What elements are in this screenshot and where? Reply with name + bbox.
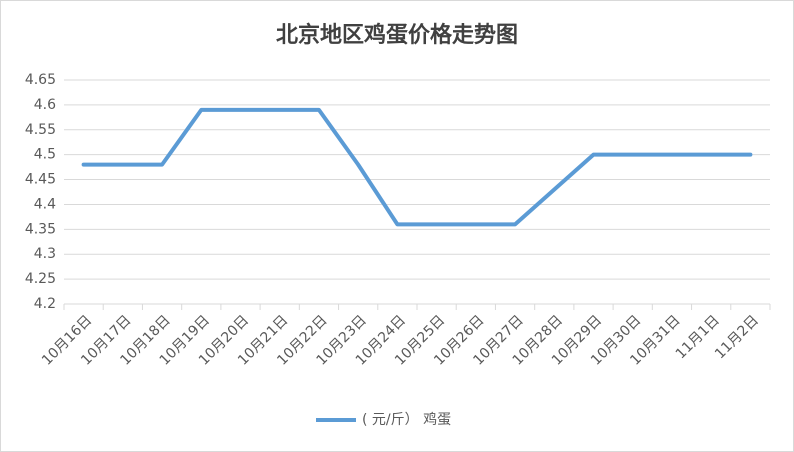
y-tick-label: 4.35 [25, 221, 56, 237]
y-tick-label: 4.65 [25, 72, 56, 88]
y-tick-label: 4.25 [25, 271, 56, 287]
y-tick-label: 4.55 [25, 122, 56, 138]
line-series [81, 107, 753, 227]
y-tick-label: 4.2 [34, 296, 56, 312]
y-tick-label: 4.45 [25, 172, 56, 188]
y-tick-label: 4.3 [34, 246, 56, 262]
chart-title: 北京地区鸡蛋价格走势图 [276, 22, 518, 48]
y-tick-label: 4.6 [34, 97, 56, 113]
legend-label: ( 元/斤） 鸡蛋 [362, 411, 451, 428]
y-tick-label: 4.4 [34, 196, 56, 212]
y-tick-label: 4.5 [34, 147, 56, 163]
